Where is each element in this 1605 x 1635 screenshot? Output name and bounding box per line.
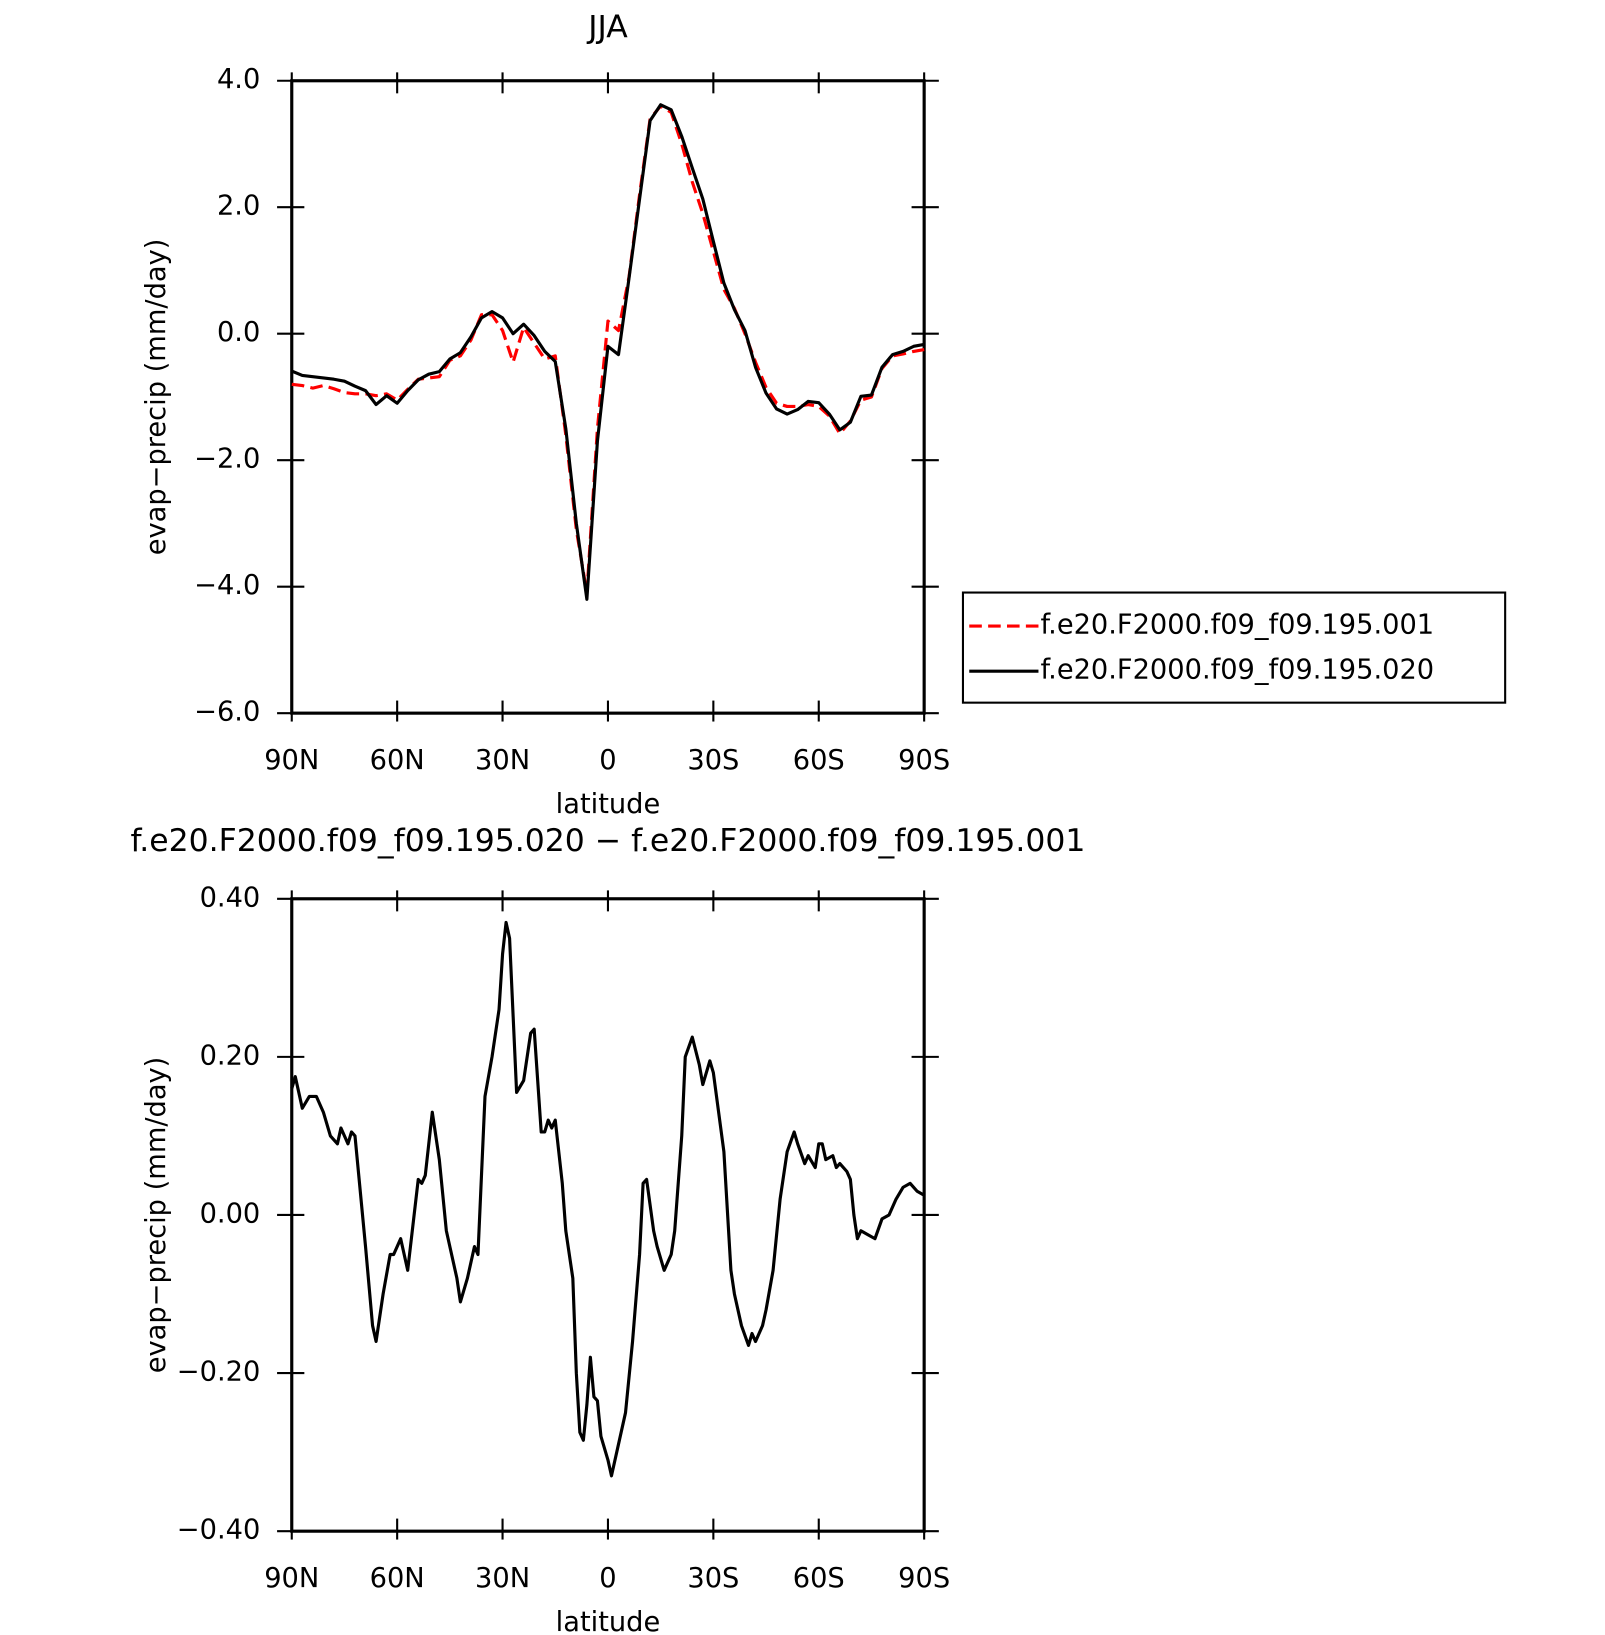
x-tick-label: 90N [264, 745, 319, 776]
x-tick-label: 30S [687, 745, 739, 776]
data-line [291, 103, 925, 601]
x-tick-label: 30N [475, 1563, 530, 1594]
y-tick-label: −4.0 [194, 570, 260, 601]
y-tick-label: 4.0 [217, 64, 260, 95]
y-tick-label: −2.0 [194, 444, 260, 475]
x-axis-label: latitude [556, 789, 661, 820]
plot-frame [290, 897, 926, 1533]
y-axis-label: evap−precip (mm/day) [141, 1057, 172, 1374]
y-axis-label: evap−precip (mm/day) [141, 239, 172, 556]
legend-box [961, 591, 1507, 704]
x-tick-label: 60N [370, 1563, 425, 1594]
chart-title: f.e20.F2000.f09_f09.195.020 − f.e20.F200… [131, 823, 1086, 859]
y-tick-label: 0.20 [200, 1040, 261, 1071]
x-tick-label: 0 [599, 1563, 616, 1594]
data-line [291, 104, 925, 595]
y-tick-label: 0.0 [217, 317, 260, 348]
x-tick-label: 30S [687, 1563, 739, 1594]
y-tick-label: 2.0 [217, 191, 260, 222]
y-tick-label: −0.20 [177, 1357, 261, 1388]
data-line [290, 920, 925, 1478]
x-tick-label: 60S [793, 1563, 845, 1594]
x-tick-label: 90N [264, 1563, 319, 1594]
x-tick-label: 60S [793, 745, 845, 776]
x-tick-label: 60N [370, 745, 425, 776]
legend-label: f.e20.F2000.f09_f09.195.001 [1041, 610, 1435, 641]
x-tick-label: 90S [898, 1563, 950, 1594]
x-axis-label: latitude [556, 1607, 661, 1635]
y-tick-label: 0.00 [200, 1198, 261, 1229]
x-tick-label: 30N [475, 745, 530, 776]
y-tick-label: −6.0 [194, 697, 260, 728]
x-tick-label: 90S [898, 745, 950, 776]
y-tick-label: −0.40 [177, 1515, 261, 1546]
legend-label: f.e20.F2000.f09_f09.195.020 [1041, 655, 1435, 686]
y-tick-label: 0.40 [200, 882, 261, 913]
x-tick-label: 0 [599, 745, 616, 776]
chart-title: JJA [586, 9, 628, 45]
